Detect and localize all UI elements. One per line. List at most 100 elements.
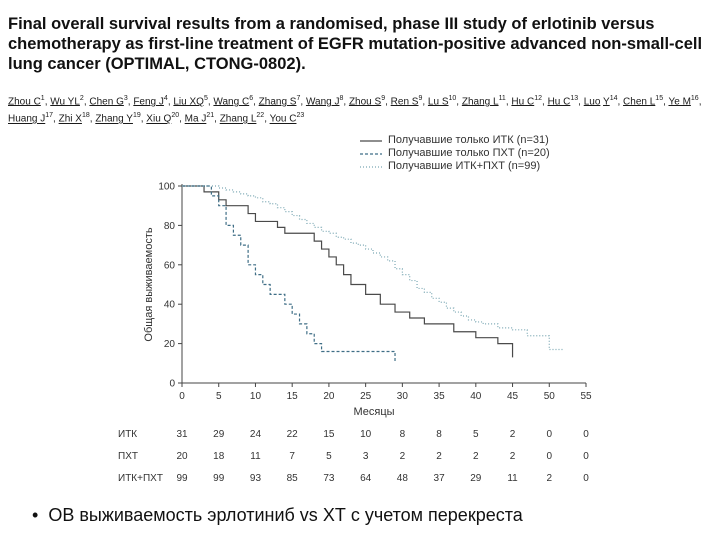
risk-row-label: ИТК+ПХТ — [118, 473, 163, 484]
risk-table-cell: 11 — [507, 473, 518, 484]
legend-label: Получавшие только ИТК (n=31) — [388, 134, 549, 146]
summary-bullet: • ОВ выживаемость эрлотиниб vs ХТ с учето… — [32, 505, 523, 526]
author-list: Zhou C1, Wu YL2, Chen G3, Feng J4, Liu X… — [8, 95, 702, 125]
author-affiliation: 4 — [163, 95, 168, 102]
author-name[interactable]: Huang J — [8, 113, 46, 125]
risk-table-cell: 48 — [397, 473, 409, 484]
risk-table-cell: 5 — [473, 429, 479, 440]
author-affiliation: 15 — [655, 95, 664, 102]
x-tick-label: 0 — [179, 391, 185, 402]
risk-table-cell: 15 — [323, 429, 335, 440]
author-name[interactable]: Zhou S — [348, 96, 382, 108]
x-tick-label: 10 — [250, 391, 262, 402]
risk-table-cell: 0 — [546, 429, 552, 440]
x-tick-label: 30 — [397, 391, 409, 402]
x-tick-label: 55 — [580, 391, 592, 402]
risk-table-cell: 29 — [213, 429, 225, 440]
risk-table-cell: 7 — [289, 451, 295, 462]
risk-table-cell: 8 — [436, 429, 442, 440]
risk-table-cell: 3 — [363, 451, 369, 462]
author-affiliation: 6 — [249, 95, 254, 102]
risk-table-cell: 99 — [213, 473, 225, 484]
risk-table-cell: 11 — [250, 451, 261, 462]
risk-table-cell: 18 — [213, 451, 225, 462]
chart-legend: Получавшие только ИТК (n=31) Получавшие т… — [360, 134, 550, 173]
author-name[interactable]: Zhang L — [219, 113, 257, 125]
author-affiliation: 8 — [339, 95, 344, 102]
author-affiliation: 19 — [132, 112, 141, 120]
author-name[interactable]: Ye M — [668, 96, 691, 108]
author-affiliation: 10 — [448, 95, 457, 102]
author-name[interactable]: Zhang L — [461, 96, 499, 108]
bullet-dot: • — [32, 505, 39, 525]
risk-table-cell: 31 — [176, 429, 188, 440]
author-name[interactable]: Wang J — [305, 96, 340, 108]
author-affiliation: 1 — [40, 95, 45, 102]
legend-entry: Получавшие только ПХТ (n=20) — [360, 147, 550, 160]
author-name[interactable]: Xiu Q — [146, 113, 172, 125]
author-affiliation: 3 — [123, 95, 128, 102]
risk-table-cell: 2 — [510, 429, 516, 440]
risk-table-cell: 22 — [287, 429, 299, 440]
author-affiliation: 21 — [206, 112, 215, 120]
author-name[interactable]: Liu XQ — [173, 96, 204, 108]
x-tick-label: 35 — [434, 391, 446, 402]
legend-label: Получавшие только ПХТ (n=20) — [388, 147, 550, 159]
author-name[interactable]: Hu C — [511, 96, 535, 108]
author-affiliation: 23 — [296, 112, 305, 120]
author-name[interactable]: Hu C — [547, 96, 571, 108]
author-affiliation: 16 — [690, 95, 699, 102]
risk-row-label: ПХТ — [118, 451, 138, 462]
author-name[interactable]: Zhi X — [58, 113, 82, 125]
author-name[interactable]: You C — [269, 113, 297, 125]
risk-table-cell: 2 — [546, 473, 552, 484]
author-name[interactable]: Ren S — [390, 96, 419, 108]
risk-table-cell: 37 — [434, 473, 446, 484]
risk-table-cell: 0 — [583, 473, 589, 484]
author-name[interactable]: Chen G — [89, 96, 124, 108]
x-tick-label: 45 — [507, 391, 519, 402]
risk-table-cell: 64 — [360, 473, 372, 484]
author-affiliation: 12 — [534, 95, 542, 102]
author-name[interactable]: Y — [603, 96, 610, 108]
risk-table-cell: 99 — [176, 473, 188, 484]
risk-row-label: ИТК — [118, 429, 137, 440]
risk-table-cell: 0 — [546, 451, 552, 462]
legend-label: Получавшие ИТК+ПХТ (n=99) — [388, 160, 541, 172]
author-affiliation: 18 — [81, 112, 90, 120]
y-tick-label: 20 — [164, 339, 176, 350]
author-name[interactable]: Feng J — [133, 96, 164, 108]
legend-swatch — [360, 139, 382, 142]
risk-table-cell: 5 — [326, 451, 332, 462]
author-name[interactable]: Zhou C — [8, 96, 41, 108]
author-affiliation: 17 — [45, 112, 54, 120]
author-name[interactable]: Chen L — [623, 96, 656, 108]
risk-table-cell: 2 — [510, 451, 516, 462]
x-tick-label: 40 — [470, 391, 482, 402]
risk-table-cell: 73 — [323, 473, 335, 484]
y-tick-label: 100 — [158, 182, 175, 193]
author-name[interactable]: Zhang S — [258, 96, 297, 108]
x-tick-label: 15 — [287, 391, 299, 402]
y-tick-label: 0 — [169, 379, 175, 390]
author-name[interactable]: Ma J — [184, 113, 207, 125]
author-name[interactable]: Zhang Y — [95, 113, 133, 125]
y-axis-label: Общая выживаемость — [143, 227, 155, 341]
y-tick-label: 80 — [164, 221, 176, 232]
author-name[interactable]: Wang C — [213, 96, 250, 108]
author-affiliation: 20 — [171, 112, 180, 120]
author-affiliation: 7 — [296, 95, 301, 102]
bullet-text: ОВ выживаемость эрлотиниб vs ХТ с учетом… — [48, 505, 523, 525]
risk-table-cell: 10 — [360, 429, 372, 440]
y-tick-label: 60 — [164, 260, 176, 271]
x-axis-label: Месяцы — [353, 406, 394, 418]
author-name[interactable]: Wu YL — [50, 96, 80, 108]
series-3-curve — [182, 185, 564, 351]
legend-entry: Получавшие ИТК+ПХТ (n=99) — [360, 160, 550, 173]
author-name[interactable]: Lu S — [427, 96, 449, 108]
risk-table-cell: 24 — [250, 429, 262, 440]
author-affiliation: 2 — [79, 95, 84, 102]
risk-table-cell: 29 — [470, 473, 482, 484]
author-name[interactable]: Luo — [583, 96, 601, 108]
